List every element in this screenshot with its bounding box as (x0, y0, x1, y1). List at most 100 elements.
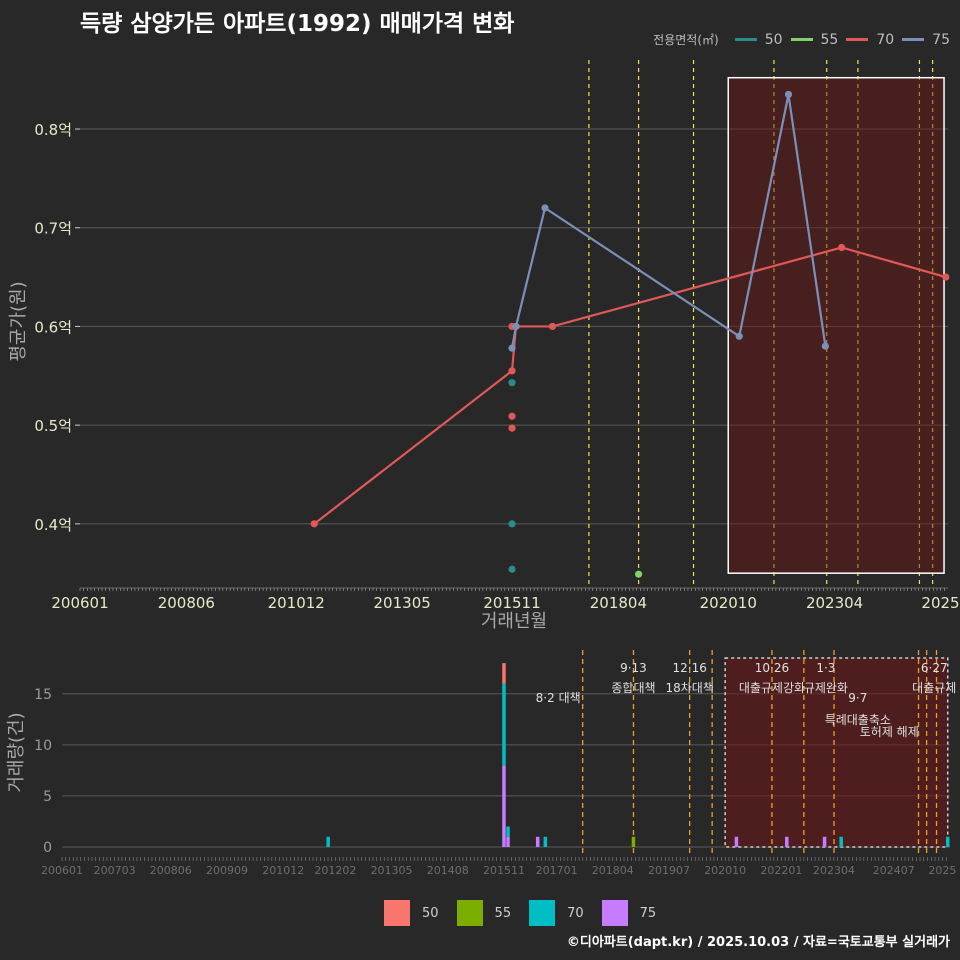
volume-bar-70 (506, 826, 510, 837)
volume-bar-75 (822, 836, 827, 847)
price-ytick-label: 0.4억 (34, 516, 72, 534)
volume-legend-label-50: 50 (422, 905, 439, 921)
volume-ytick-label: 5 (43, 789, 52, 805)
price-xtick-label: 201804 (590, 594, 647, 612)
volume-bar-70 (543, 836, 548, 847)
legend-line-70 (846, 38, 869, 41)
volume-xtick-label: 200703 (94, 864, 136, 877)
volume-ytick-label: 15 (34, 687, 52, 703)
volume-legend-key-50: 50 (384, 900, 439, 926)
price-legend-label-75: 75 (932, 31, 950, 48)
volume-annotation-date: 1·3 (816, 661, 835, 675)
volume-annotation-date: 9·13 (620, 661, 647, 675)
volume-bar-70 (839, 836, 843, 847)
price-point-70 (548, 322, 557, 331)
volume-xtick-label: 201804 (592, 864, 634, 877)
price-xtick-label: 201012 (268, 594, 325, 612)
legend-swatch-50 (384, 900, 410, 926)
volume-legend-label-75: 75 (639, 905, 657, 921)
price-highlight-box (727, 76, 945, 574)
volume-annotation-label: 18차대책 (665, 680, 713, 695)
volume-bar-75 (506, 836, 510, 847)
price-point-75 (821, 342, 829, 350)
legend-line-55 (790, 38, 813, 41)
volume-y-axis-label: 거래량(건) (6, 712, 27, 792)
price-xtick-label: 200806 (158, 594, 215, 612)
price-point-75 (512, 322, 520, 331)
volume-legend-key-75: 75 (601, 900, 657, 926)
price-line-75 (510, 94, 827, 349)
price-point-75 (508, 344, 516, 352)
volume-xtick-label: 201907 (648, 864, 690, 877)
volume-bar-70 (946, 836, 950, 847)
price-xtick-label: 202010 (700, 594, 757, 612)
volume-ytick-label: 0 (43, 840, 52, 856)
price-legend-key-50: 50 (734, 31, 783, 48)
volume-ytick-label: 10 (34, 738, 52, 754)
volume-annotation-date: 8·2 대책 (536, 690, 581, 705)
volume-xtick-label: 200909 (206, 864, 248, 877)
price-point-75 (541, 204, 549, 212)
price-ytick-label: 0.8억 (34, 121, 72, 139)
volume-bar-70 (502, 683, 506, 766)
chart-title: 득량 삼양가든 아파트(1992) 매매가격 변화 (80, 11, 515, 37)
volume-xtick-label: 202304 (813, 864, 855, 877)
price-point-70 (942, 273, 950, 281)
price-legend-key-55: 55 (790, 31, 839, 48)
volume-xtick-label: 201202 (314, 864, 356, 877)
legend-line-75 (902, 38, 925, 41)
volume-bar-55 (631, 836, 636, 847)
volume-annotation-date: 6·27 (921, 661, 948, 675)
price-point-70 (838, 243, 846, 252)
volume-bar-70 (326, 836, 330, 847)
price-point-70 (508, 367, 516, 375)
volume-xtick-label: 201305 (371, 864, 413, 877)
volume-bar-75 (785, 836, 789, 847)
volume-annotation-label: 대출규제 (912, 681, 956, 695)
legend-line-50 (734, 38, 757, 41)
legend-swatch-70 (529, 900, 556, 926)
volume-annotation-date: 12·16 (672, 661, 706, 675)
volume-bar-50 (502, 663, 506, 684)
price-chart: 0.4억 0.5억 0.6억 0.7억 0.8억 200601 200806 201012 20… (8, 60, 960, 632)
volume-legend-label-70: 70 (567, 905, 584, 921)
source-footer: ©디아파트(dapt.kr) / 2025.10.03 / 자료=국토교통부 실… (566, 935, 950, 950)
volume-highlight-box (724, 657, 949, 848)
price-legend-key-75: 75 (902, 32, 950, 48)
price-y-axis-label: 평균가(원) (8, 281, 29, 361)
price-point-50 (508, 379, 516, 387)
price-point-70 (508, 412, 516, 420)
price-ytick-label: 0.6억 (34, 318, 72, 336)
price-line-70 (313, 246, 947, 525)
price-point-75 (784, 90, 793, 99)
volume-xtick-label: 200806 (150, 864, 192, 877)
price-legend-label-70: 70 (876, 31, 895, 48)
volume-annotation-label: 대출규제강화 (739, 681, 805, 695)
volume-xtick-label: 201408 (427, 864, 469, 877)
volume-annotation-label: 종합대책 (611, 680, 655, 695)
price-ytick-label: 0.5억 (34, 417, 72, 435)
price-xtick-label: 202304 (806, 594, 863, 612)
volume-bar-75 (734, 836, 739, 847)
volume-xtick-label: 201511 (483, 864, 525, 877)
volume-bar-75 (535, 836, 540, 847)
volume-xtick-label: 202201 (760, 864, 802, 877)
volume-annotation-label: 특례대출축소 (825, 713, 891, 727)
price-legend-label-50: 50 (764, 31, 783, 48)
volume-annotation-date: 9·7 (848, 691, 867, 705)
price-point-75 (735, 332, 743, 340)
price-point-50 (508, 520, 516, 528)
price-point-55 (634, 570, 643, 578)
price-legend-key-70: 70 (846, 32, 894, 48)
volume-xtick-label: 201701 (536, 864, 578, 877)
volume-xtick-label: 202407 (873, 864, 915, 877)
price-xtick-label: 201305 (374, 594, 431, 612)
price-xtick-label: 201511 (483, 594, 540, 612)
volume-legend-key-55: 55 (456, 900, 512, 926)
volume-legend-label-55: 55 (494, 905, 512, 921)
volume-bar-75 (502, 765, 506, 847)
price-legend-label-55: 55 (820, 31, 839, 48)
volume-annotation-label: 토허제 해제 (860, 725, 919, 739)
price-xtick-label: 200601 (51, 594, 108, 612)
price-legend: 전용면적(㎡) 50 55 70 75 (653, 31, 950, 48)
